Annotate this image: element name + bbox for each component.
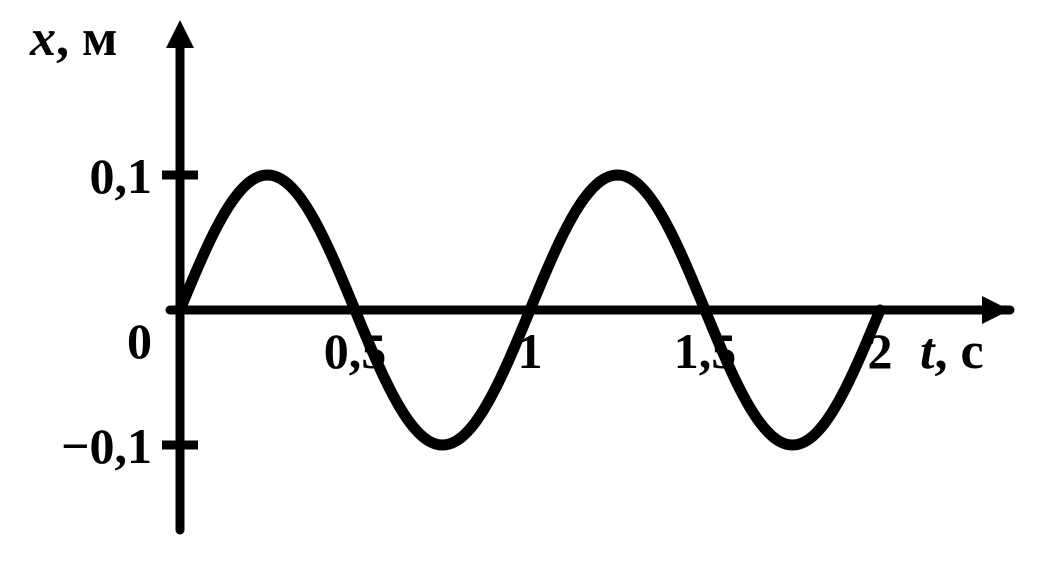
x-axis-label: t, c [920,323,984,380]
y-tick-label: 0 [127,313,152,369]
y-axis-label: x, м [29,10,117,67]
oscillation-chart: 0,10−0,10,511,52x, мt, c [0,0,1064,564]
chart-svg: 0,10−0,10,511,52x, мt, c [0,0,1064,564]
y-tick-label: 0,1 [90,148,153,204]
y-axis-arrow [166,20,194,48]
x-axis-arrow [982,296,1010,324]
y-tick-label: −0,1 [61,418,152,474]
